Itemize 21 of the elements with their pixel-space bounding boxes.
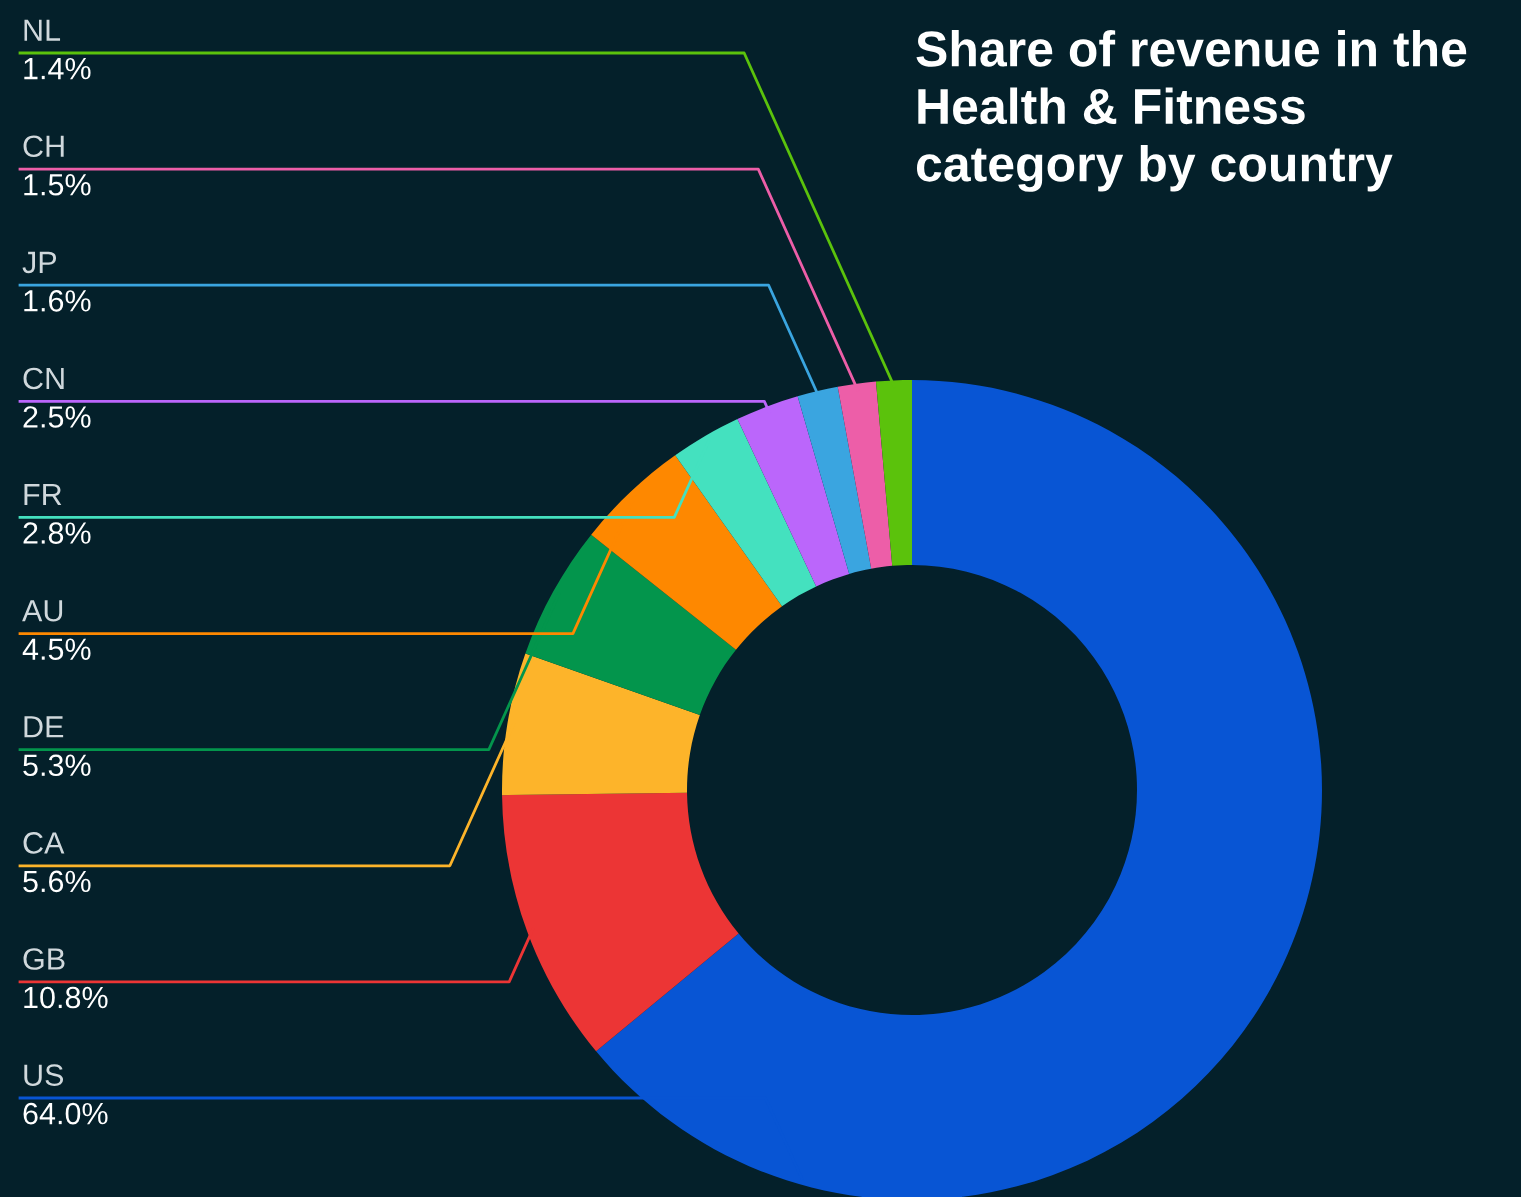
data-label: 10.8% (24, 986, 108, 1009)
slice-label: CH (23, 135, 64, 158)
data-label: 64.0% (23, 1102, 108, 1125)
slice-label: JP (22, 251, 57, 274)
slice-label: FR (24, 484, 62, 506)
data-label: 1.4% (24, 57, 91, 80)
data-label: 5.6% (23, 870, 91, 893)
slice-label: US (24, 1064, 64, 1086)
text: Share of revenue in the Health & Fitness category by country (916, 30, 1467, 192)
data-label: 5.3% (23, 754, 91, 777)
data-label: 2.5% (23, 406, 91, 428)
slice-label: CN (23, 367, 64, 390)
slice-label: GB (23, 948, 65, 970)
slice-label: NL (24, 19, 61, 41)
slice-label: DE (24, 716, 64, 738)
data-label: 1.6% (24, 290, 91, 312)
slice-label: CA (23, 832, 65, 854)
data-label: 1.5% (24, 174, 91, 196)
data-label: 2.8% (23, 522, 91, 544)
data-label: 4.5% (22, 638, 91, 660)
slice-label: AU (22, 600, 63, 622)
